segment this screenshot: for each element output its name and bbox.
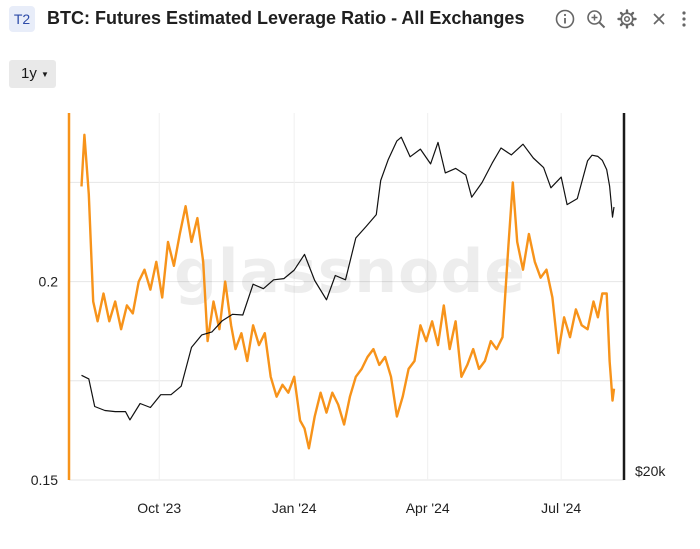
close-button[interactable] <box>648 8 670 30</box>
price-series-line <box>81 136 615 421</box>
x-tick-label: Oct '23 <box>137 500 181 516</box>
caret-down-icon: ▼ <box>41 70 49 79</box>
series-layer <box>80 133 616 450</box>
leverage-series-line <box>80 133 616 450</box>
x-tick-label: Jan '24 <box>272 500 317 516</box>
zoom-button[interactable] <box>585 8 607 30</box>
y-left-tick-label: 0.2 <box>39 274 59 290</box>
grid-lines <box>69 113 624 481</box>
chart-id-badge: T2 <box>9 6 35 32</box>
chart-title: BTC: Futures Estimated Leverage Ratio - … <box>47 8 525 28</box>
settings-button[interactable] <box>616 8 638 30</box>
y-left-tick-label: 0.15 <box>31 472 58 488</box>
x-tick-label: Jul '24 <box>541 500 581 516</box>
x-tick-label: Apr '24 <box>406 500 450 516</box>
info-icon <box>555 9 575 29</box>
range-selector[interactable]: 1y ▼ <box>9 60 56 88</box>
more-button[interactable] <box>676 8 692 30</box>
tick-labels: Oct '23 Jan '24 Apr '24 Jul '24 0.15 0.2 $20k <box>31 274 667 516</box>
close-icon <box>653 13 665 25</box>
zoom-icon <box>587 10 606 29</box>
more-icon <box>682 11 686 27</box>
y-right-tick-label: $20k <box>635 463 666 479</box>
range-label: 1y <box>21 65 37 82</box>
gear-icon <box>617 9 637 29</box>
info-button[interactable] <box>554 8 576 30</box>
chart-header: T2 BTC: Futures Estimated Leverage Ratio… <box>0 0 700 40</box>
watermark: glassnode <box>174 237 526 307</box>
